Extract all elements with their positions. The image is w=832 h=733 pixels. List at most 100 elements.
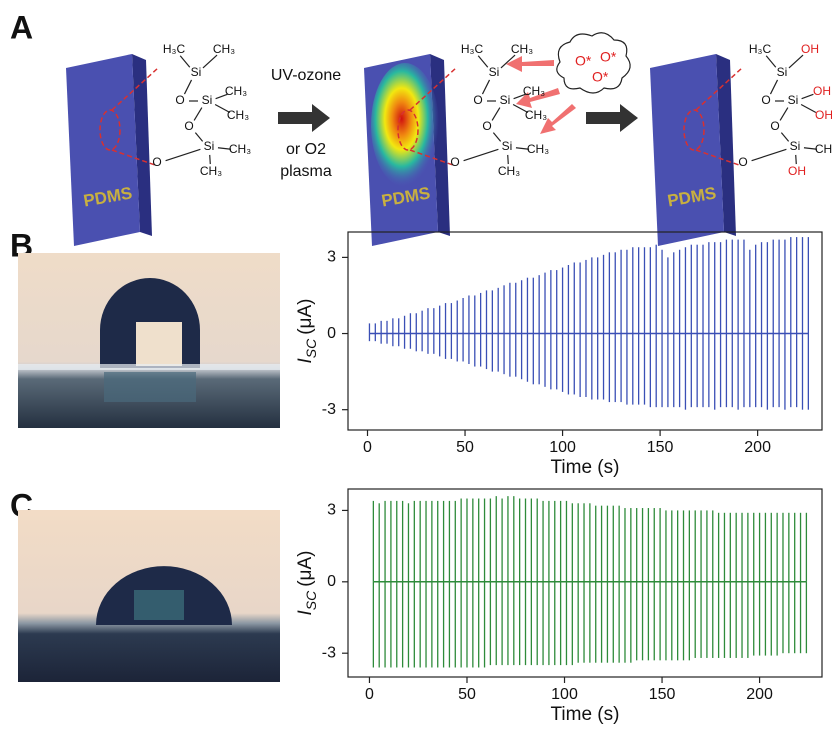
atom-label: O: [482, 119, 491, 133]
cloud: [556, 32, 631, 94]
atom-label: Si: [202, 93, 213, 107]
atom-label: CH₃: [498, 164, 520, 178]
molecules: H₃C CH₃ Si O Si CH₃ CH₃ O Si CH₃ CH₃ O H₃C CH₃ Si O Si CH…: [152, 42, 832, 178]
atom-label: CH₃: [225, 84, 247, 98]
atom-label: H₃C: [163, 42, 186, 56]
atom-label: O: [184, 119, 193, 133]
bond: [512, 103, 529, 114]
bond: [779, 107, 789, 121]
radical: O*: [592, 69, 609, 85]
arrow: [586, 104, 638, 132]
bond: [202, 54, 218, 69]
atom-label: O: [152, 155, 161, 169]
atom-label: Si: [788, 93, 799, 107]
bond: [183, 79, 193, 95]
atom-label: CH₃: [200, 164, 222, 178]
bond: [780, 132, 790, 142]
bond: [801, 93, 814, 100]
bond: [751, 148, 787, 162]
bond: [803, 147, 818, 150]
x-tick-label: 100: [549, 439, 576, 456]
x-tick-label: 50: [456, 439, 474, 456]
atom-label: CH₃: [511, 42, 533, 56]
atom-label: CH₃: [523, 84, 545, 98]
atom-label: Si: [502, 139, 513, 153]
bond: [209, 154, 211, 165]
atom-label: CH₃: [227, 108, 249, 122]
bond: [214, 103, 231, 114]
atom-label: O: [175, 93, 184, 107]
y-axis-label: ISC (μA): [295, 298, 319, 363]
bond: [179, 55, 191, 68]
atom-label: Si: [790, 139, 801, 153]
droplet-photo: [18, 253, 280, 428]
x-tick-label: 200: [746, 686, 773, 703]
plot-frame: [347, 231, 823, 431]
y-tick-label: 0: [327, 325, 336, 342]
atom-label: H₃C: [461, 42, 484, 56]
x-tick-label: 0: [365, 686, 374, 703]
radical: O*: [575, 53, 592, 69]
bond: [481, 79, 491, 95]
zoom-lines: [99, 67, 743, 166]
atom-label: O: [738, 155, 747, 169]
atom-label: CH₃: [229, 142, 251, 156]
atom-label: Si: [500, 93, 511, 107]
bond: [492, 132, 502, 142]
atom-label: CH₃: [527, 142, 549, 156]
bond: [513, 93, 526, 100]
x-tick-label: 50: [458, 686, 476, 703]
atom-label: O: [770, 119, 779, 133]
y-axis-label: ISC (μA): [295, 550, 319, 615]
atom-label: Si: [489, 65, 500, 79]
x-tick-label: 200: [744, 439, 771, 456]
bond: [165, 148, 201, 162]
droplet-photo: [18, 510, 280, 682]
atom-label: O: [761, 93, 770, 107]
bond: [795, 154, 797, 165]
step-label: plasma: [280, 163, 332, 180]
step-label: or O2: [286, 141, 326, 158]
bond: [500, 54, 516, 69]
bond: [217, 147, 232, 150]
y-axis-label-part: I: [295, 358, 316, 364]
panel-label: A: [10, 9, 33, 45]
bond: [463, 148, 499, 162]
atom-label: O: [473, 93, 482, 107]
arrow: [278, 104, 330, 132]
y-axis-label-part: SC: [303, 590, 319, 610]
y-axis-label-part: (μA): [295, 298, 316, 334]
step-label: UV-ozone: [271, 67, 341, 84]
atom-label: H₃C: [749, 42, 772, 56]
atom-label: OH: [813, 84, 831, 98]
y-axis-label-part: (μA): [295, 550, 316, 586]
atom-label: OH: [801, 42, 819, 56]
y-tick-label: -3: [322, 644, 336, 661]
y-axis-label-part: SC: [303, 338, 319, 358]
bond: [491, 107, 501, 121]
atom-label: Si: [191, 65, 202, 79]
y-tick-label: 0: [327, 573, 336, 590]
y-tick-label: 3: [327, 502, 336, 519]
atom-label: Si: [777, 65, 788, 79]
y-tick-label: -3: [322, 401, 336, 418]
radical-arrows: [506, 56, 576, 134]
bond: [800, 103, 817, 114]
bond: [515, 147, 530, 150]
x-axis-label: Time (s): [551, 704, 620, 725]
y-axis-label-part: I: [295, 610, 316, 616]
bond: [507, 154, 509, 165]
atom-label: CH₃: [815, 142, 832, 156]
radical: O*: [600, 49, 617, 65]
bond: [765, 55, 777, 68]
x-tick-label: 100: [551, 686, 578, 703]
x-tick-label: 150: [647, 439, 674, 456]
atom-label: OH: [815, 108, 832, 122]
bond: [215, 93, 228, 100]
atom-label: O: [450, 155, 459, 169]
atom-label: OH: [788, 164, 806, 178]
plot-frame: [347, 488, 823, 678]
x-tick-label: 0: [363, 439, 372, 456]
x-tick-label: 150: [649, 686, 676, 703]
